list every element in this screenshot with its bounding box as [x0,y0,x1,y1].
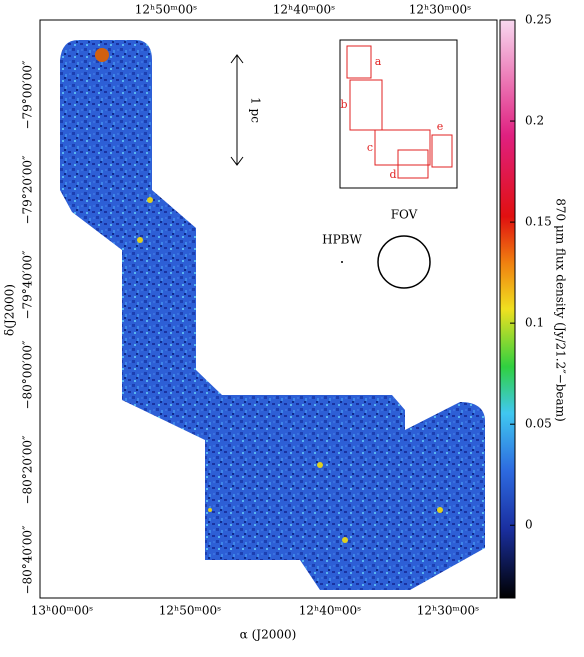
colorbar-tick-label: 0 [525,518,533,532]
inset-label: d [389,168,396,181]
inset [339,39,458,189]
x-title: α (J2000) [240,628,297,642]
colorbar-tick-label: 0.05 [525,417,552,431]
inset-label: a [375,55,382,68]
left-tick-label: −79°20′00″ [21,155,35,225]
top-tick-label: 12ʰ40ᵐ00ˢ [273,3,335,17]
colorbar-tick-label: 0.2 [525,114,544,128]
left-tick-label: −79°40′00″ [21,250,35,320]
bottom-tick-label: 12ʰ50ᵐ00ˢ [159,604,221,618]
fov-label: FOV [391,208,418,222]
bottom-tick-label: 12ʰ30ᵐ00ˢ [417,604,479,618]
inset-label: e [437,120,444,133]
clumps [95,48,443,543]
top-tick-label: 12ʰ30ᵐ00ˢ [409,3,471,17]
left-tick-label: −80°00′00″ [21,340,35,410]
fov-circle [377,235,431,289]
inset-label: b [340,98,347,111]
bottom-tick-label: 13ʰ00ᵐ00ˢ [31,604,93,618]
y-title: δ(J2000) [3,284,17,336]
scale-bar [230,54,244,166]
colorbar-title: 870 μm flux density (Jy/21.2″−beam) [554,198,568,422]
inset-label: c [367,141,373,154]
colorbar-tick-label: 0.15 [525,215,552,229]
colorbar-tick-label: 0.1 [525,316,544,330]
colorbar [499,19,516,599]
colorbar-tick-label: 0.25 [525,13,552,27]
left-tick-label: −79°00′00″ [21,60,35,130]
hpbw-beam [341,261,343,263]
flux-map [60,40,485,590]
bottom-tick-label: 12ʰ40ᵐ00ˢ [299,604,361,618]
top-tick-label: 12ʰ50ᵐ00ˢ [135,3,197,17]
scale-label: 1 pc [249,97,263,123]
left-tick-label: −80°20′00″ [21,435,35,505]
hpbw-label: HPBW [322,233,362,247]
left-tick-label: −80°40′00″ [21,525,35,595]
